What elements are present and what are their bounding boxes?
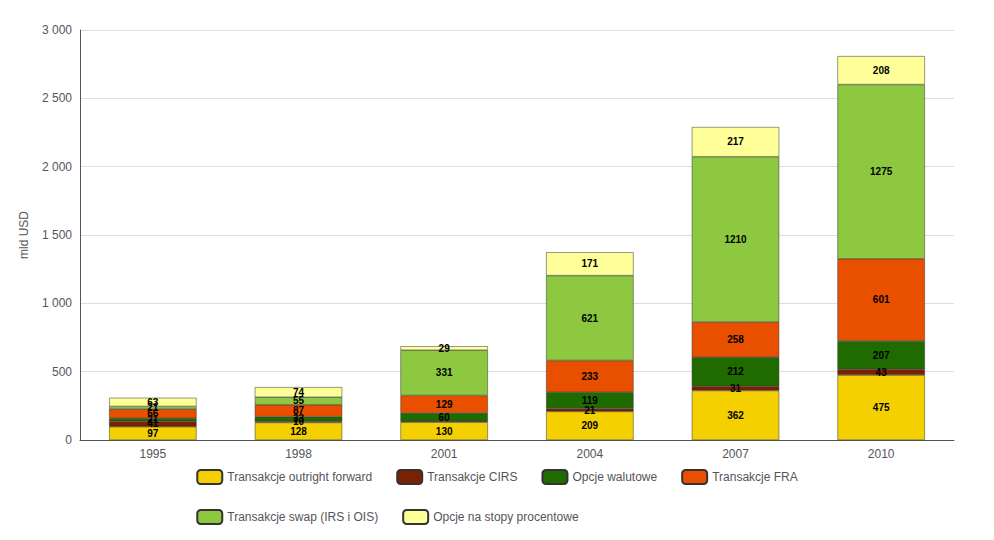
svg-text:Transakcje swap (IRS i OIS): Transakcje swap (IRS i OIS) [227,510,378,524]
svg-text:258: 258 [727,334,744,345]
svg-text:21: 21 [147,402,159,414]
svg-text:21: 21 [147,414,159,426]
svg-text:331: 331 [436,367,453,378]
svg-text:475: 475 [873,402,890,413]
svg-text:60: 60 [439,412,451,423]
svg-text:Transakcje outright forward: Transakcje outright forward [227,470,372,484]
svg-text:33: 33 [292,413,305,425]
svg-text:87: 87 [293,405,305,416]
svg-text:207: 207 [873,350,890,361]
svg-text:1998: 1998 [285,447,312,461]
svg-text:2001: 2001 [431,447,458,461]
svg-text:1210: 1210 [724,234,747,245]
svg-text:63: 63 [147,397,159,408]
svg-text:mld USD: mld USD [17,211,31,259]
svg-text:1275: 1275 [870,166,893,177]
svg-text:55: 55 [292,395,305,407]
svg-text:2 500: 2 500 [42,91,72,105]
svg-text:2007: 2007 [722,447,749,461]
svg-text:21: 21 [584,405,596,416]
svg-text:130: 130 [436,426,453,437]
svg-text:3 000: 3 000 [42,23,72,37]
svg-text:66: 66 [147,408,159,420]
svg-text:31: 31 [730,383,742,394]
svg-text:171: 171 [581,258,598,269]
svg-text:217: 217 [727,136,744,147]
svg-text:621: 621 [581,313,598,324]
svg-text:601: 601 [873,294,890,305]
svg-text:2010: 2010 [868,447,895,461]
svg-text:1995: 1995 [139,447,166,461]
svg-text:209: 209 [581,420,598,431]
svg-text:129: 129 [436,399,453,410]
svg-text:97: 97 [147,428,159,439]
svg-text:Opcje walutowe: Opcje walutowe [572,470,657,484]
svg-text:119: 119 [582,395,599,406]
svg-text:212: 212 [727,366,744,377]
svg-text:43: 43 [876,367,888,378]
svg-text:2004: 2004 [576,447,603,461]
svg-text:0: 0 [65,433,72,447]
svg-text:208: 208 [873,65,890,76]
svg-text:1 500: 1 500 [42,228,72,242]
svg-text:1 000: 1 000 [42,296,72,310]
svg-text:128: 128 [290,426,307,437]
svg-text:233: 233 [581,371,598,382]
svg-text:Transakcje FRA: Transakcje FRA [712,470,798,484]
svg-text:500: 500 [52,365,72,379]
svg-text:362: 362 [727,410,744,421]
svg-text:74: 74 [293,387,305,398]
svg-text:Opcje na stopy procentowe: Opcje na stopy procentowe [433,510,579,524]
svg-text:2 000: 2 000 [42,160,72,174]
svg-text:29: 29 [439,343,451,354]
svg-text:Transakcje CIRS: Transakcje CIRS [427,470,517,484]
